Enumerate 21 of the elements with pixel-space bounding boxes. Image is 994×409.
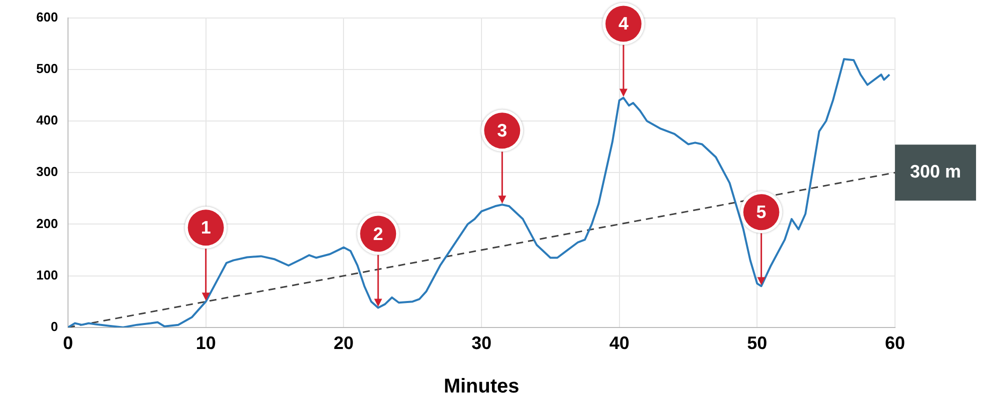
x-tick-label: 60 bbox=[884, 333, 906, 354]
x-tick-label: 20 bbox=[334, 333, 354, 354]
y-tick-label: 200 bbox=[36, 216, 58, 231]
y-tick-label: 300 bbox=[36, 164, 58, 180]
x-tick-label: 0 bbox=[62, 333, 74, 354]
annotation: 4 bbox=[618, 14, 628, 34]
y-tick-label: 600 bbox=[36, 9, 58, 24]
annotation: 5 bbox=[756, 202, 766, 222]
x-tick-label: 50 bbox=[747, 333, 768, 354]
annotation: 300 m bbox=[910, 162, 962, 182]
x-tick-label: 30 bbox=[471, 333, 492, 354]
y-tick-label: 100 bbox=[36, 267, 58, 282]
annotation: 3 bbox=[497, 120, 508, 141]
x-tick-label: 10 bbox=[196, 333, 216, 354]
x-tick-label: 40 bbox=[609, 333, 630, 354]
y-tick-label: 400 bbox=[36, 112, 58, 128]
y-tick-label: 500 bbox=[36, 60, 58, 76]
annotation: 2 bbox=[373, 224, 384, 244]
x-axis-title: Minutes bbox=[444, 376, 520, 398]
annotation: 1 bbox=[200, 218, 211, 238]
y-tick-label: 0 bbox=[50, 318, 58, 334]
